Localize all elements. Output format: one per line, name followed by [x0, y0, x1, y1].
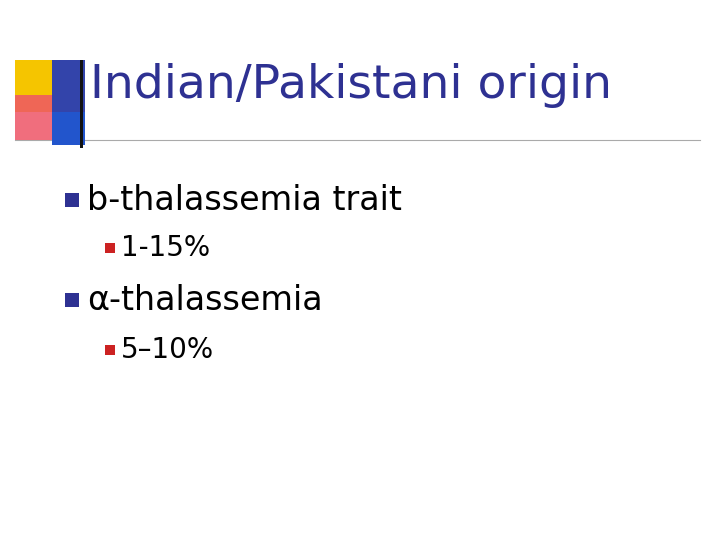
- Text: b-thalassemia trait: b-thalassemia trait: [87, 184, 402, 217]
- Text: α-thalassemia: α-thalassemia: [87, 284, 323, 316]
- Bar: [105, 243, 115, 253]
- Bar: [65, 193, 79, 207]
- Bar: [15, 60, 68, 112]
- Text: Indian/Pakistani origin: Indian/Pakistani origin: [90, 63, 612, 107]
- Bar: [52, 112, 85, 145]
- Text: 5–10%: 5–10%: [121, 336, 214, 364]
- Bar: [80, 60, 83, 148]
- Bar: [52, 60, 85, 112]
- Text: 1-15%: 1-15%: [121, 234, 210, 262]
- Bar: [15, 95, 68, 140]
- Bar: [65, 293, 79, 307]
- Bar: [105, 345, 115, 355]
